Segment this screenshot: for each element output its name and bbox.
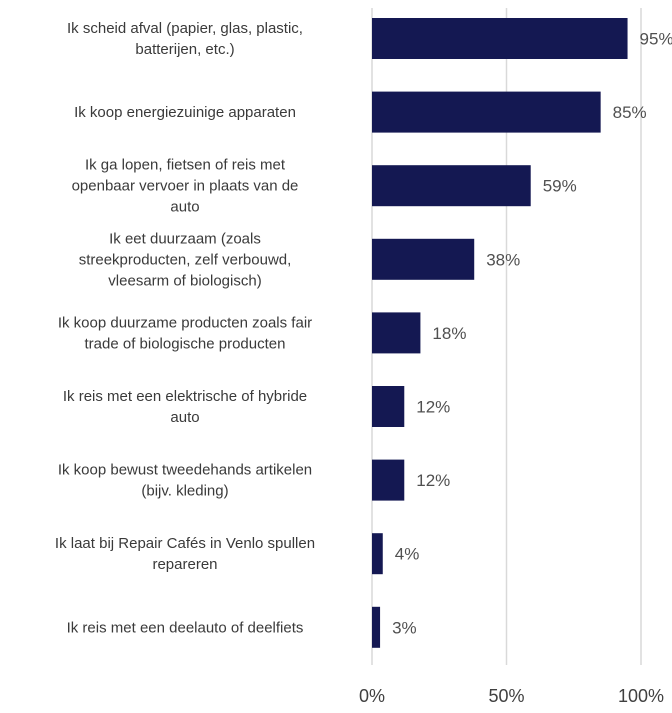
bar-8 — [372, 533, 383, 575]
value-label-9: 3% — [392, 618, 417, 637]
category-label-9: Ik reis met een deelauto of deelfiets — [67, 619, 304, 636]
bar-2 — [372, 91, 601, 133]
x-tick-label-50: 50% — [488, 686, 524, 706]
value-label-5: 18% — [432, 324, 466, 343]
category-labels: Ik scheid afval (papier, glas, plastic, b… — [55, 20, 315, 636]
value-label-8: 4% — [395, 545, 420, 564]
bars — [372, 18, 628, 648]
value-label-3: 59% — [543, 177, 577, 196]
bar-3 — [372, 165, 531, 207]
bar-6 — [372, 386, 405, 427]
value-label-2: 85% — [613, 103, 647, 122]
category-label-2: Ik koop energiezuinige apparaten — [74, 104, 296, 121]
value-label-6: 12% — [416, 398, 450, 417]
category-label-8: Ik laat bij Repair Cafés in Venlo spulle… — [55, 535, 315, 573]
bar-9 — [372, 606, 381, 648]
category-label-1: Ik scheid afval (papier, glas, plastic, b… — [67, 20, 303, 58]
bar-5 — [372, 312, 421, 354]
category-label-4: Ik eet duurzaam (zoals streekproducten, z… — [79, 230, 292, 289]
bar-4 — [372, 238, 475, 280]
value-label-4: 38% — [486, 250, 520, 269]
bar-1 — [372, 18, 628, 59]
x-tick-label-0: 0% — [359, 686, 385, 706]
category-label-5: Ik koop duurzame producten zoals fair tra… — [58, 314, 312, 352]
bar-7 — [372, 459, 405, 501]
category-label-7: Ik koop bewust tweedehands artikelen (bij… — [58, 462, 312, 500]
category-label-3: Ik ga lopen, fietsen of reis met openbaar… — [72, 157, 299, 216]
value-labels: 95% 85% 59% 38% 18% 12% 12% 4% 3% — [392, 30, 672, 638]
value-label-1: 95% — [640, 30, 672, 49]
x-axis-tick-labels: 0% 50% 100% — [359, 686, 664, 706]
value-label-7: 12% — [416, 471, 450, 490]
category-label-6: Ik reis met een elektrische of hybride au… — [63, 388, 307, 426]
x-tick-label-100: 100% — [618, 686, 664, 706]
